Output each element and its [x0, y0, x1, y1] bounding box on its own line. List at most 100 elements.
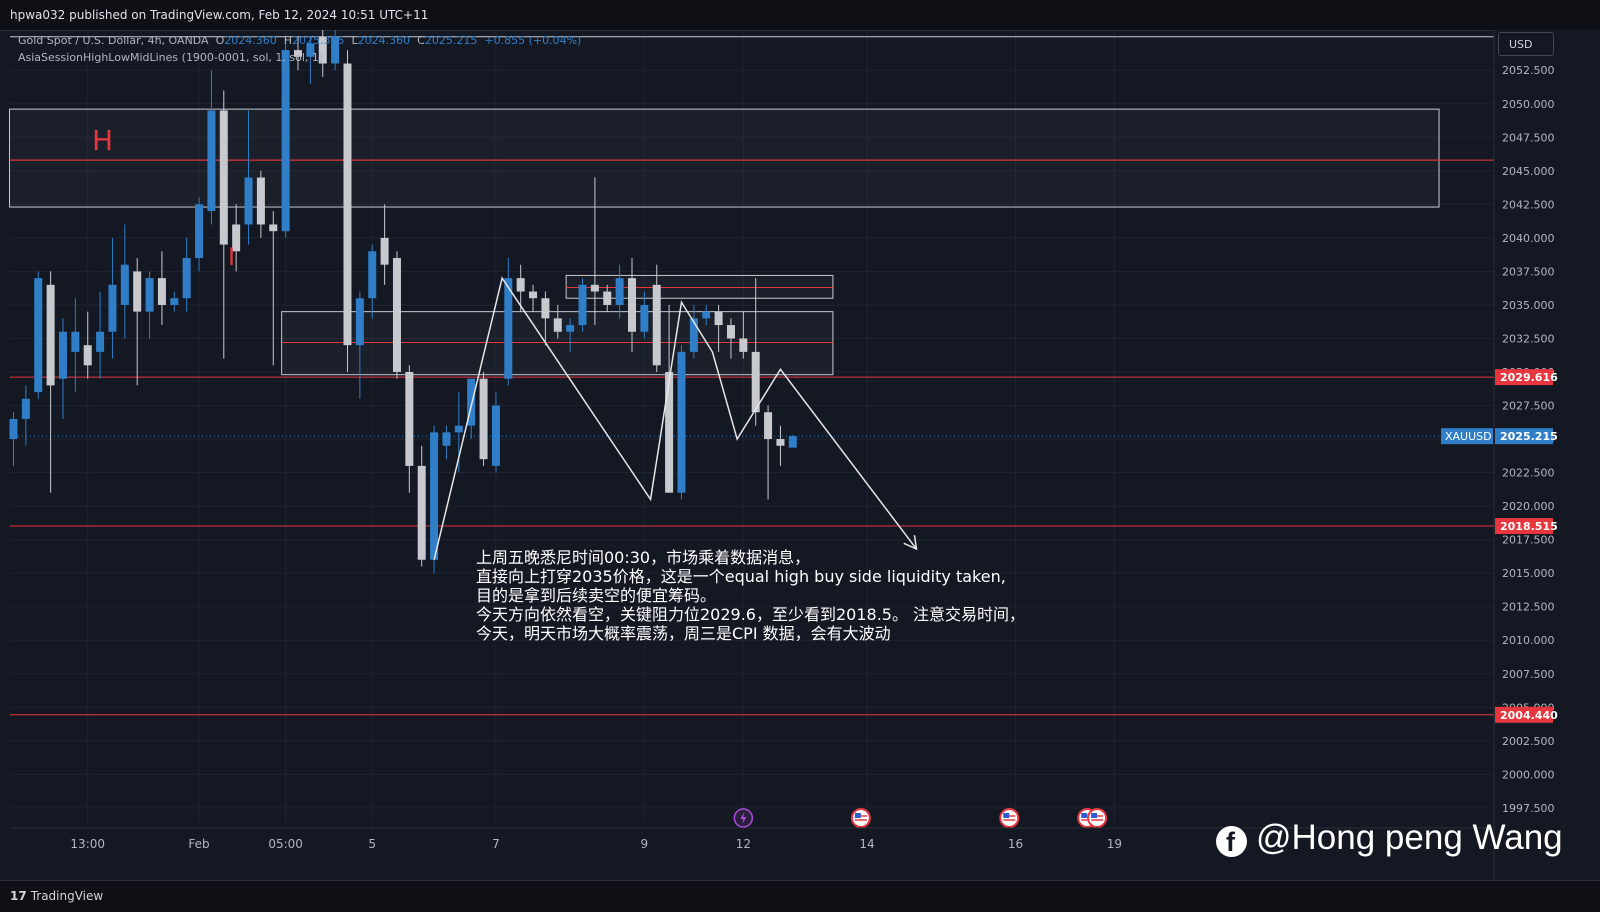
- candle-body: [430, 432, 439, 560]
- candle-body: [380, 237, 389, 265]
- candle-body: [207, 110, 216, 212]
- legend-symbol[interactable]: Gold Spot / U.S. Dollar, 4h, OANDA: [18, 34, 209, 47]
- published-header: hpwa032 published on TradingView.com, Fe…: [0, 0, 1600, 31]
- price-tick-label: 2035.000: [1502, 299, 1555, 312]
- price-tag: [1495, 706, 1553, 723]
- candle-body: [615, 278, 624, 305]
- price-chart[interactable]: 1997.5002000.0002002.5002005.0002007.500…: [0, 0, 1600, 880]
- candle-body: [256, 177, 265, 225]
- candle-body: [281, 50, 290, 232]
- candle-body: [776, 439, 785, 446]
- candle-body: [553, 318, 562, 332]
- price-tick-label: 2010.000: [1502, 634, 1555, 647]
- candle-body: [726, 325, 735, 339]
- candle-body: [21, 398, 30, 419]
- legend-open-label: O: [215, 34, 225, 47]
- candle-body: [739, 338, 748, 352]
- legend-symbol-row: Gold Spot / U.S. Dollar, 4h, OANDA O2024…: [18, 34, 581, 47]
- legend-low-label: L: [351, 34, 358, 47]
- price-tick-label: 2042.500: [1502, 198, 1555, 211]
- time-tick-label: 19: [1107, 837, 1122, 851]
- annotation-line: 今天方向依然看空，关键阻力位2029.6，至少看到2018.5。 注意交易时间，: [476, 605, 1026, 624]
- candle-body: [9, 418, 18, 440]
- candle-body: [392, 258, 401, 372]
- candle-body: [170, 298, 179, 305]
- price-tick-label: 2002.500: [1502, 735, 1555, 748]
- candle-body: [504, 278, 513, 379]
- price-tick-label: 2015.000: [1502, 567, 1555, 580]
- annotation-line: 上周五晚悉尼时间00:30，市场乘着数据消息，: [476, 548, 811, 567]
- annotation-text: 上周五晚悉尼时间00:30，市场乘着数据消息， 直接向上打穿2035价格，这是一…: [476, 548, 1025, 643]
- candle-body: [566, 325, 575, 332]
- time-tick-label: 7: [492, 837, 500, 851]
- price-tick-label: 2052.500: [1502, 64, 1555, 77]
- us-flag-canton: [854, 813, 861, 818]
- candle-body: [764, 412, 773, 440]
- candle-body: [454, 425, 463, 433]
- us-flag-canton: [1091, 813, 1098, 818]
- candle-body: [219, 110, 228, 245]
- legend-indicator[interactable]: AsiaSessionHighLowMidLines (1900-0001, s…: [18, 51, 324, 64]
- candle-body: [195, 204, 204, 258]
- candle-body: [368, 251, 377, 299]
- candle-body: [652, 284, 661, 366]
- currency-button[interactable]: USD: [1498, 32, 1554, 56]
- tradingview-logo[interactable]: 17 TradingView: [10, 889, 103, 903]
- candle-body: [417, 465, 426, 560]
- liquidity-zone: [9, 108, 1440, 208]
- price-tag-label: 2018.515: [1500, 520, 1558, 533]
- candle-body: [294, 50, 303, 57]
- price-tick-label: 2047.500: [1502, 131, 1555, 144]
- price-tag: [1495, 518, 1553, 535]
- candle-body: [96, 331, 105, 352]
- price-tick-label: 2000.000: [1502, 768, 1555, 781]
- label-h: H: [92, 124, 114, 157]
- candle-body: [145, 278, 154, 312]
- price-tick-label: 2040.000: [1502, 232, 1555, 245]
- legend-high-label: H: [283, 34, 293, 47]
- candle-body: [232, 224, 241, 252]
- time-tick-label: 14: [859, 837, 874, 851]
- price-tag-label: 2029.616: [1500, 371, 1558, 384]
- facebook-icon: f: [1216, 826, 1247, 857]
- candle-body: [269, 224, 278, 232]
- candle-body: [578, 284, 587, 326]
- label-i: I: [228, 243, 236, 271]
- candle-body: [331, 36, 340, 64]
- candle-body: [442, 432, 451, 446]
- candle-body: [34, 278, 43, 393]
- time-tick-label: 05:00: [268, 837, 303, 851]
- tradingview-logo-text: TradingView: [30, 889, 104, 903]
- annotation-line: 今天，明天市场大概率震荡，周三是CPI 数据，会有大波动: [476, 624, 891, 643]
- candle-body: [702, 311, 711, 319]
- candle-body: [529, 291, 538, 299]
- candle-body: [83, 345, 92, 366]
- price-tick-label: 2045.000: [1502, 165, 1555, 178]
- candle-body: [71, 331, 80, 352]
- annotation-line: 目的是拿到后续卖空的便宜筹码。: [476, 586, 717, 605]
- legend-indicator-row: AsiaSessionHighLowMidLines (1900-0001, s…: [18, 51, 323, 64]
- liquidity-zone: [565, 274, 834, 299]
- us-flag-canton: [1081, 813, 1088, 818]
- candle-body: [590, 284, 599, 292]
- candle-body: [751, 351, 760, 413]
- candle-body: [108, 284, 117, 332]
- candle-body: [46, 284, 55, 386]
- candle-body: [714, 311, 723, 326]
- legend-close: 2025.215: [424, 34, 478, 47]
- candle-body: [640, 304, 649, 332]
- candle-body: [306, 43, 315, 57]
- candle-body: [58, 331, 67, 379]
- symbol-tag-label: XAUUSD: [1445, 430, 1492, 443]
- published-text: hpwa032 published on TradingView.com, Fe…: [10, 8, 429, 22]
- price-tick-label: 2007.500: [1502, 668, 1555, 681]
- candle-body: [133, 271, 142, 312]
- time-tick-label: 9: [641, 837, 649, 851]
- price-tick-label: 2012.500: [1502, 601, 1555, 614]
- price-tick-label: 2027.500: [1502, 400, 1555, 413]
- annotation-line: 直接向上打穿2035价格，这是一个equal high buy side liq…: [476, 567, 1006, 586]
- candle-body: [541, 298, 550, 319]
- candle-body: [479, 378, 488, 460]
- legend-high: 2025.305: [292, 34, 345, 47]
